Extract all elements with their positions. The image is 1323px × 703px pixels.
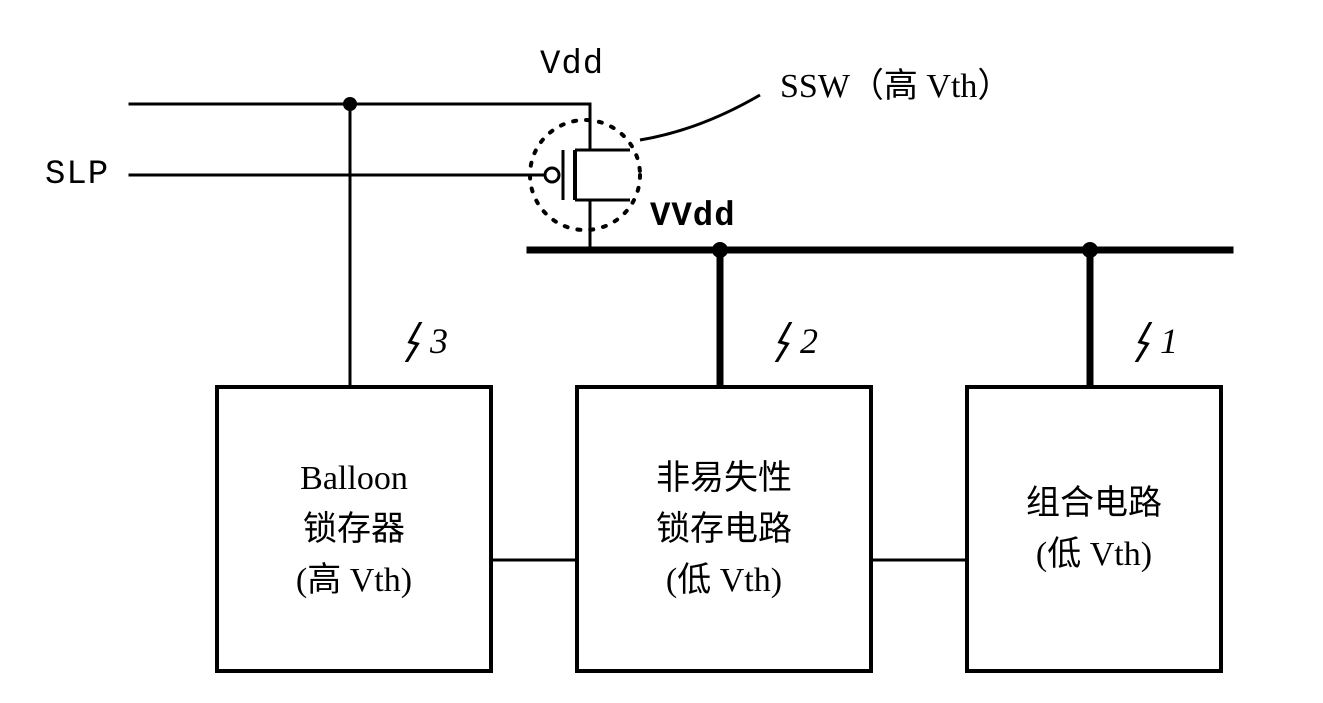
- block-combinational: 组合电路(低 Vth): [965, 385, 1223, 673]
- block-balloon-latch: Balloon锁存器(高 Vth): [215, 385, 493, 673]
- zigzag-2: [772, 322, 794, 362]
- zigzag-1: [1132, 322, 1154, 362]
- label-vvdd: VVdd: [650, 200, 736, 234]
- refnum-3: 3: [430, 320, 448, 362]
- refnum-2: 2: [800, 320, 818, 362]
- block-nonvolatile-latch: 非易失性锁存电路(低 Vth): [575, 385, 873, 673]
- refnum-1: 1: [1160, 320, 1178, 362]
- label-vdd: Vdd: [540, 48, 604, 82]
- label-slp: SLP: [45, 158, 109, 192]
- zigzag-3: [402, 322, 424, 362]
- label-ssw: SSW（高 Vth）: [780, 70, 1011, 104]
